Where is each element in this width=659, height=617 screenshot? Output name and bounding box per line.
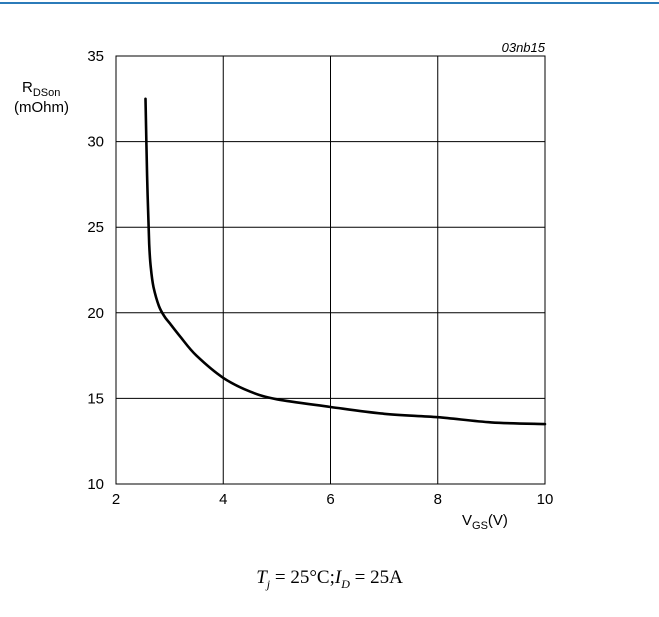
- grid: [116, 56, 545, 484]
- y-tick-label: 35: [87, 48, 104, 65]
- x-axis-label: VGS(V): [462, 512, 508, 532]
- y-axis-unit: (mOhm): [14, 99, 69, 116]
- x-tick-label: 2: [112, 491, 120, 508]
- x-tick-label: 6: [326, 491, 334, 508]
- figure-code: 03nb15: [502, 40, 546, 55]
- plot-frame: [115, 55, 546, 485]
- x-tick-labels: 2 4 6 8 10: [112, 491, 554, 508]
- test-conditions-caption: Tj = 25°C;ID = 25A: [256, 567, 403, 591]
- y-tick-labels: 10 15 20 25 30 35: [87, 48, 104, 493]
- x-tick-label: 8: [434, 491, 442, 508]
- y-tick-label: 15: [87, 390, 104, 407]
- y-axis-label: RDSon: [22, 79, 60, 99]
- x-tick-label: 4: [219, 491, 227, 508]
- y-tick-label: 10: [87, 476, 104, 493]
- y-tick-label: 25: [87, 219, 104, 236]
- series-line: [144, 97, 547, 426]
- y-tick-label: 20: [87, 305, 104, 322]
- y-tick-label: 30: [87, 134, 104, 151]
- header-rule: [0, 2, 659, 4]
- x-tick-label: 10: [537, 491, 554, 508]
